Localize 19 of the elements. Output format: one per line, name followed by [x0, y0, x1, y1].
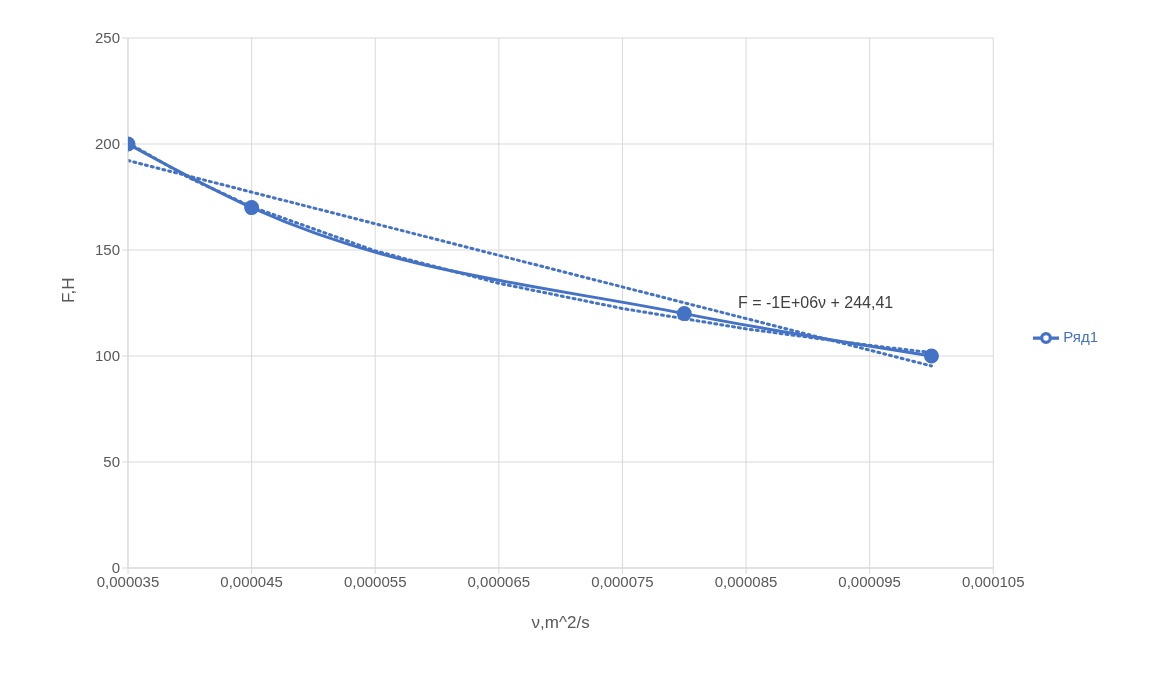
- x-tick-label: 0,000075: [591, 572, 654, 590]
- point: [244, 200, 260, 216]
- x-tick-label: 0,000105: [961, 572, 1025, 590]
- y-tick-label: 250: [94, 29, 120, 47]
- y-tick-label: 150: [94, 241, 120, 259]
- legend-label: Ряд1: [1063, 327, 1098, 345]
- x-tick-label: 0,000055: [343, 572, 407, 590]
- x-tick-label: 0,000085: [714, 572, 778, 590]
- y-tick-label: 50: [103, 453, 120, 471]
- point: [923, 348, 939, 364]
- x-tick-label: 0,000065: [467, 572, 531, 590]
- y-tick-label: 100: [94, 347, 120, 365]
- point: [676, 306, 692, 322]
- y-axis-title: F,H: [59, 277, 79, 303]
- x-tick-label: 0,000095: [838, 572, 901, 590]
- annotation: F = -1E+06ν + 244,41: [738, 294, 894, 312]
- y-tick-label: 200: [94, 135, 120, 153]
- x-tick-label: 0,000045: [220, 572, 283, 590]
- x-axis-title: ν,m^2/s: [531, 613, 590, 632]
